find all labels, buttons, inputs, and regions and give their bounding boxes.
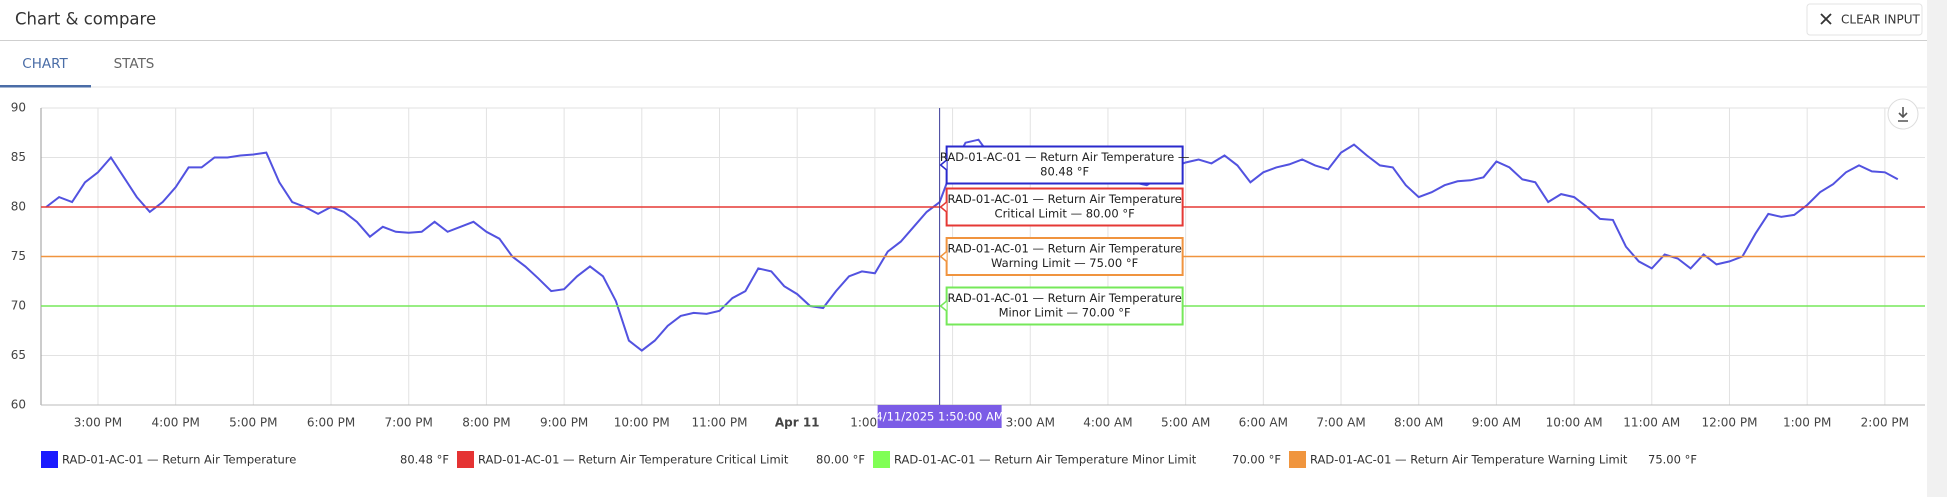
x-tick-label: 11:00 PM xyxy=(691,416,747,430)
data-line xyxy=(45,138,1899,352)
x-tick-label: 9:00 AM xyxy=(1472,416,1521,430)
button-bg[interactable] xyxy=(1806,3,1923,36)
x-tick-label: 6:00 AM xyxy=(1239,416,1288,430)
x-tick-label: 9:00 PM xyxy=(540,416,588,430)
x-tick-label: 2:00 PM xyxy=(1861,416,1909,430)
x-tick-label: Apr 11 xyxy=(775,416,820,430)
tooltip-text: RAD-01-AC-01 — Return Air Temperature — xyxy=(940,150,1189,164)
tooltip-text: Warning Limit — 75.00 °F xyxy=(991,256,1138,270)
legend-label: RAD-01-AC-01 — Return Air Temperature Wa… xyxy=(1310,453,1628,467)
y-tick-label: 65 xyxy=(11,348,26,362)
button-label[interactable]: CLEAR INPUT xyxy=(1841,13,1921,27)
download-icon[interactable] xyxy=(1898,107,1908,122)
crosshair-label-bg xyxy=(877,405,1002,428)
scrollbar xyxy=(1927,0,1947,497)
tooltip-text: Minor Limit — 70.00 °F xyxy=(999,306,1131,320)
plot: 60 65 70 75 80 85 90 3:00 PM 4:00 PM 5:00 PM 6:00 … xyxy=(11,101,1925,468)
tooltip-text: RAD-01-AC-01 — Return Air Temperature xyxy=(947,242,1181,256)
x-tick-label: 7:00 PM xyxy=(385,416,433,430)
y-tick-label: 90 xyxy=(11,101,26,115)
download-button[interactable] xyxy=(1887,98,1919,130)
tooltip-text: 80.48 °F xyxy=(1040,165,1089,179)
legend-value: 80.00 °F xyxy=(816,453,865,467)
y-tick-label: 80 xyxy=(11,200,26,214)
x-tick-label: 4:00 PM xyxy=(151,416,199,430)
legend-label: RAD-01-AC-01 — Return Air Temperature Cr… xyxy=(478,453,789,467)
x-tick-label: 5:00 PM xyxy=(229,416,277,430)
y-tick-label: 85 xyxy=(11,150,26,164)
legend-label: RAD-01-AC-01 — Return Air Temperature xyxy=(62,453,296,467)
x-tick-label: 6:00 PM xyxy=(307,416,355,430)
legend-swatch xyxy=(41,451,58,468)
tab-chart[interactable]: CHART xyxy=(22,56,68,72)
tooltip-notch xyxy=(939,250,948,263)
x-tick-label: 7:00 AM xyxy=(1316,416,1365,430)
x-tick-label: 10:00 AM xyxy=(1546,416,1603,430)
x-tick-label: 8:00 AM xyxy=(1394,416,1443,430)
tooltip-text: Critical Limit — 80.00 °F xyxy=(995,207,1135,221)
tooltip-box xyxy=(945,145,1184,185)
legend-swatch xyxy=(1289,451,1306,468)
clear-input-button[interactable]: CLEAR INPUT xyxy=(1806,3,1923,36)
tab-indicator xyxy=(0,85,91,88)
page-title: Chart & compare xyxy=(15,10,156,29)
x-tick-label: 3:00 AM xyxy=(1006,416,1055,430)
tooltip-notch xyxy=(939,300,948,312)
x-tick-label: 10:00 PM xyxy=(614,416,670,430)
x-tick-label: 3:00 PM xyxy=(74,416,122,430)
legend-value: 75.00 °F xyxy=(1648,453,1697,467)
x-tick-label: 12:00 PM xyxy=(1701,416,1757,430)
x-tick-label: 1:00 PM xyxy=(1783,416,1831,430)
x-tick-label: 8:00 PM xyxy=(462,416,510,430)
legend-label: RAD-01-AC-01 — Return Air Temperature Mi… xyxy=(894,453,1197,467)
x-tick-label: 4:00 AM xyxy=(1083,416,1132,430)
tooltip-notch xyxy=(939,201,948,213)
crosshair-label: 4/11/2025 1:50:00 AM xyxy=(875,410,1003,424)
y-tick-label: 75 xyxy=(11,249,26,263)
tooltip-box xyxy=(945,187,1184,227)
legend-value: 80.48 °F xyxy=(400,453,449,467)
legend-swatch xyxy=(457,451,474,468)
tab-stats[interactable]: STATS xyxy=(114,56,155,72)
legend-swatch xyxy=(873,451,890,468)
tooltip-text: RAD-01-AC-01 — Return Air Temperature xyxy=(947,291,1181,305)
tooltip-notch xyxy=(939,159,948,171)
y-tick-label: 70 xyxy=(11,299,26,313)
close-icon[interactable] xyxy=(1820,13,1832,25)
x-tick-label: 11:00 AM xyxy=(1623,416,1680,430)
tooltip-box xyxy=(945,286,1184,326)
y-tick-label: 60 xyxy=(11,398,26,412)
x-tick-label: 5:00 AM xyxy=(1161,416,1210,430)
legend-value: 70.00 °F xyxy=(1232,453,1281,467)
tooltip-text: RAD-01-AC-01 — Return Air Temperature xyxy=(947,192,1181,206)
